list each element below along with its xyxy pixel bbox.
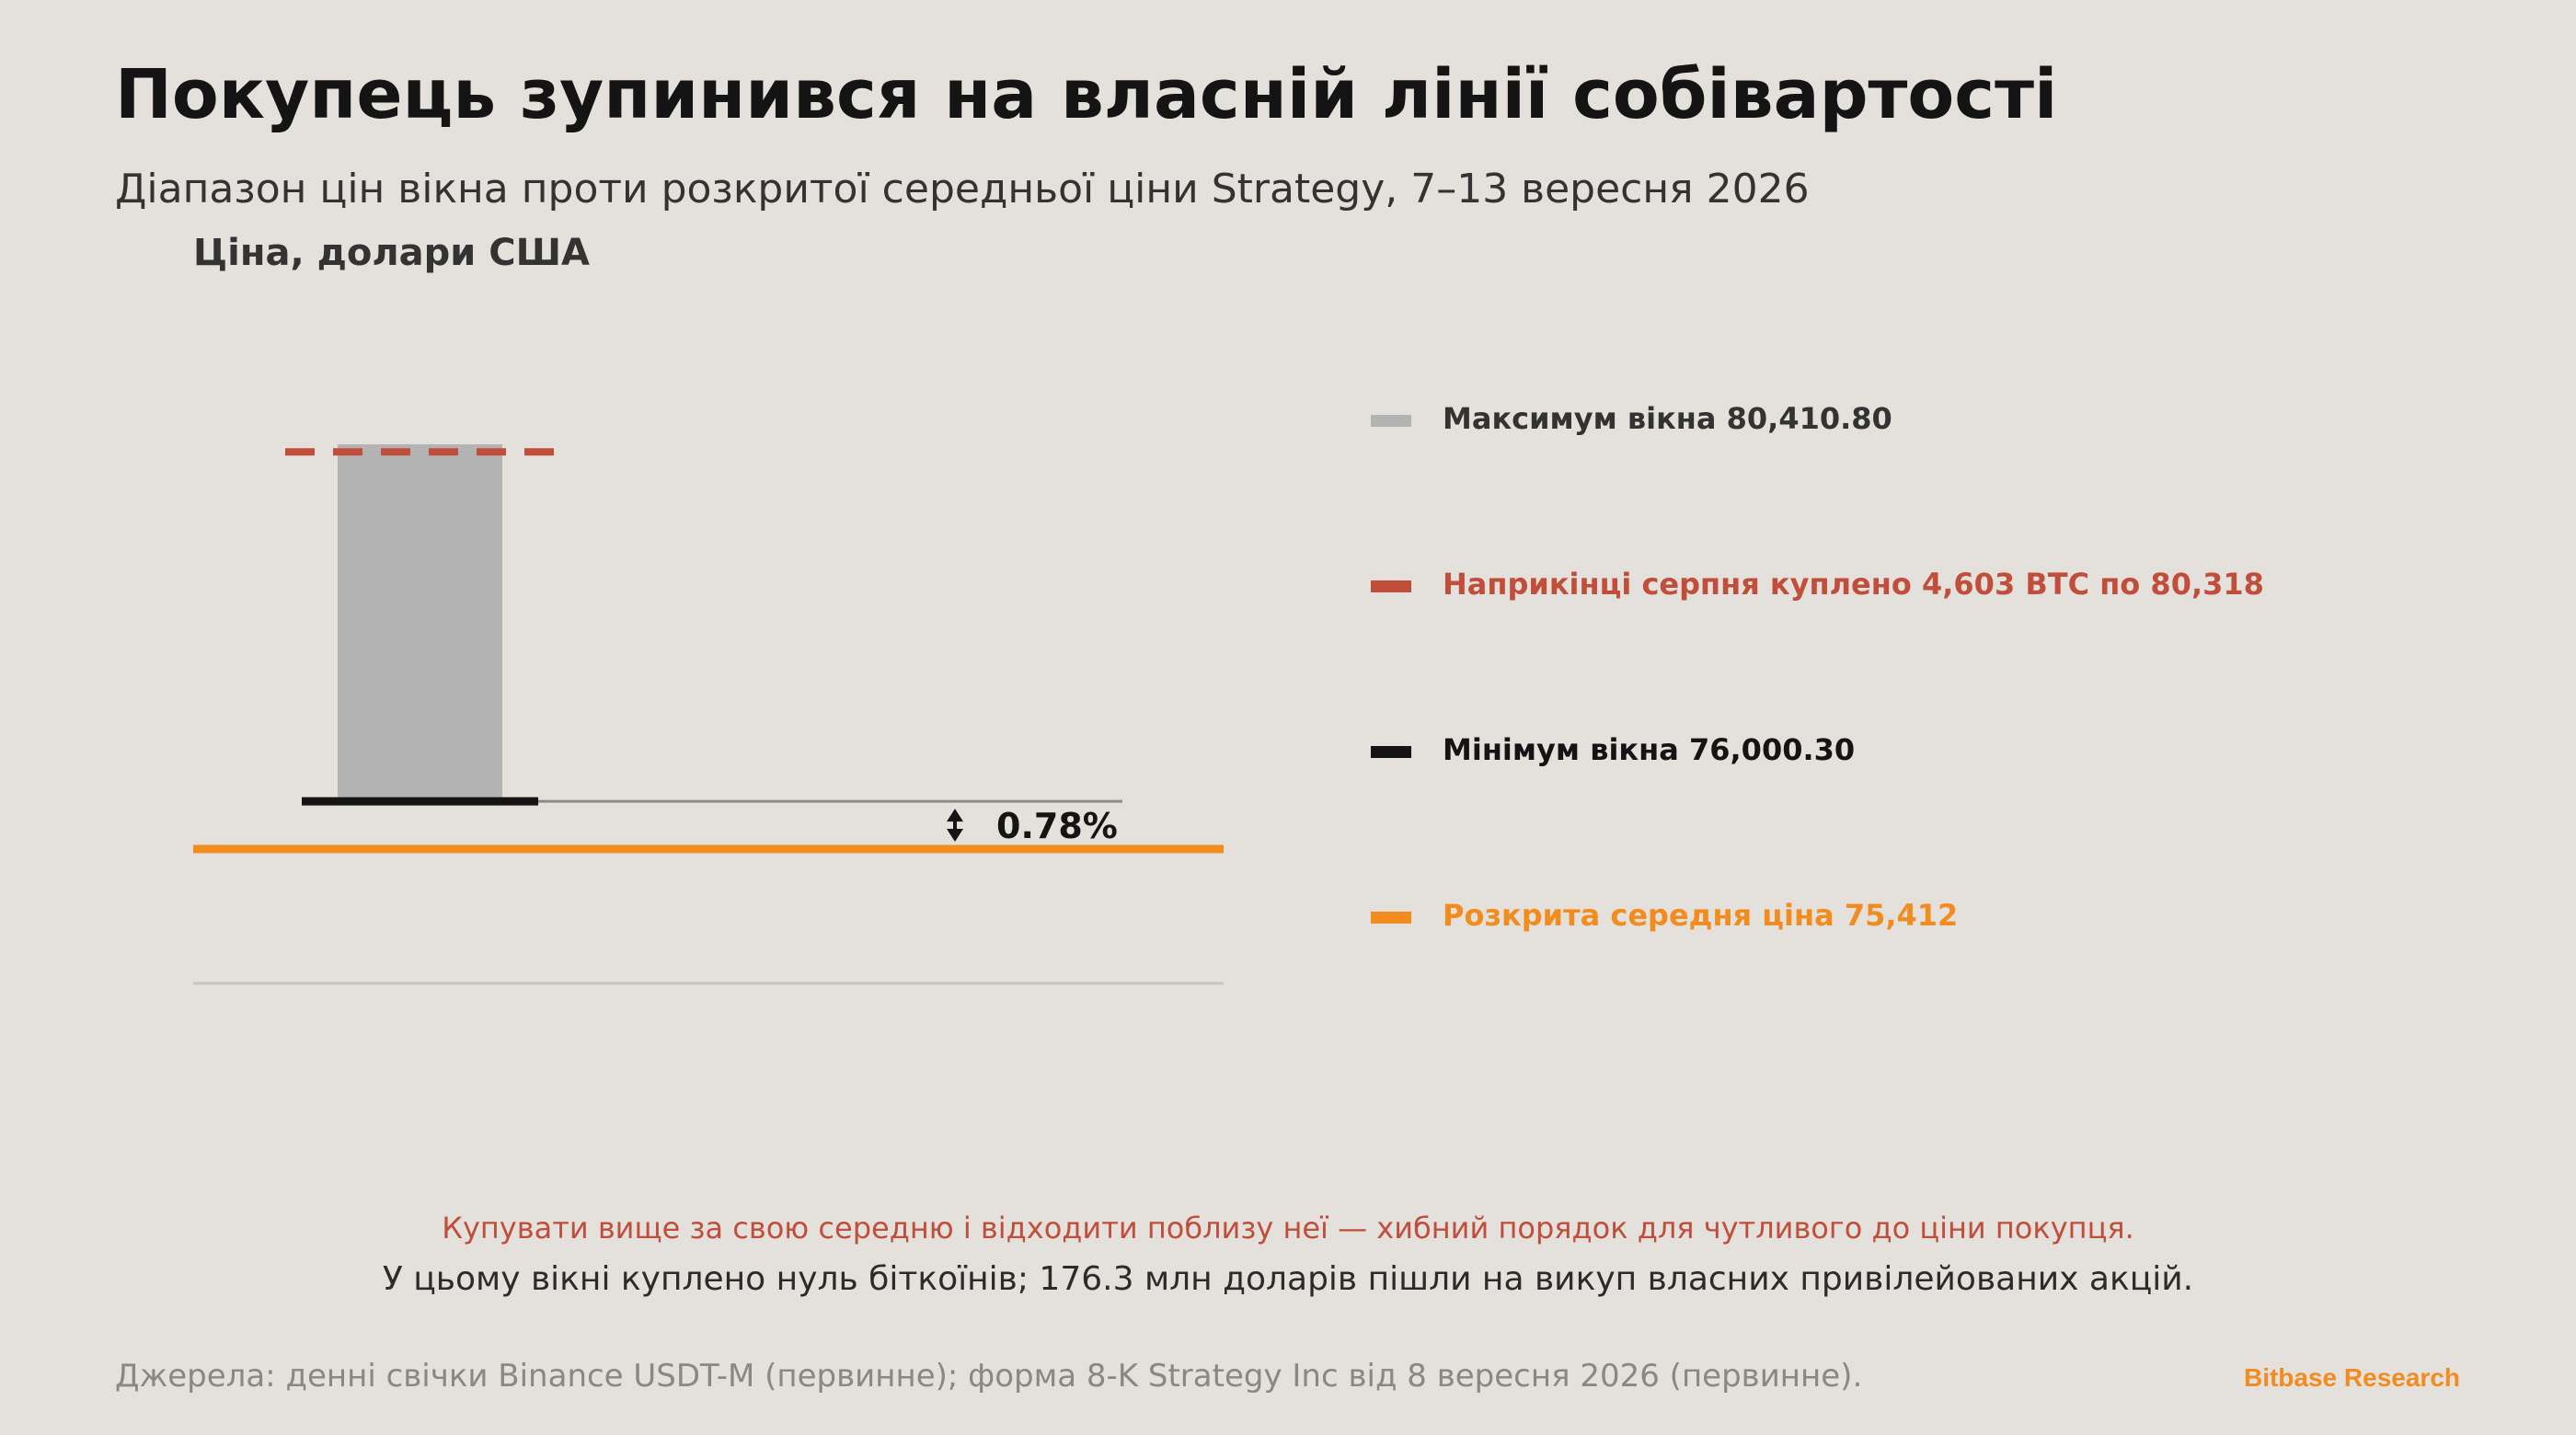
source-note: Джерела: денні свічки Binance USDT-M (пе…: [115, 1358, 1863, 1395]
legend-swatch: [1371, 580, 1411, 592]
legend-label: Максимум вікна 80,410.80: [1443, 401, 1892, 436]
legend-swatch: [1371, 746, 1411, 758]
chart-subtitle: Діапазон цін вікна проти розкритої серед…: [115, 166, 1810, 212]
gap-percent-label: 0.78%: [996, 806, 1118, 846]
legend-label: Наприкінці серпня куплено 4,603 BTC по 8…: [1443, 567, 2264, 602]
legend-label: Мінімум вікна 76,000.30: [1443, 732, 1856, 767]
legend-swatch: [1371, 912, 1411, 924]
gap-arrow-head-down: [947, 828, 963, 842]
y-axis-label: Ціна, долари США: [193, 232, 590, 274]
legend-swatch: [1371, 415, 1411, 427]
highlight-note: Купувати вище за свою середню і відходит…: [442, 1211, 2134, 1246]
brand-logo: Bitbase Research: [2243, 1363, 2460, 1392]
legend-label: Розкрита середня ціна 75,412: [1443, 898, 1959, 933]
detail-note: У цьому вікні куплено нуль біткоїнів; 17…: [382, 1260, 2194, 1298]
chart-title: Покупець зупинився на власній лінії собі…: [115, 55, 2058, 134]
gap-arrow-head-up: [947, 809, 963, 822]
window-range-bar: [338, 444, 502, 802]
